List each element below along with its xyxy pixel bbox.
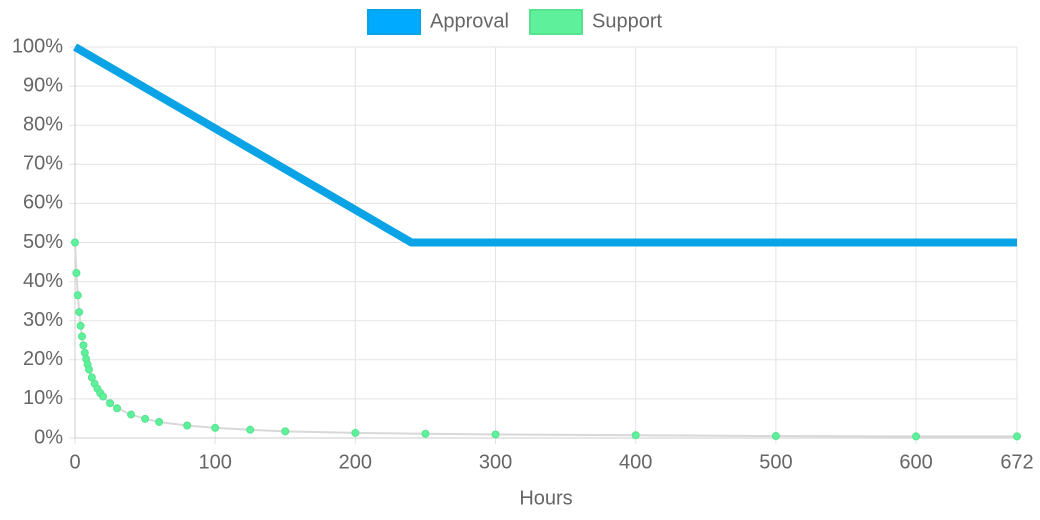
legend-label: Approval [430,10,509,32]
x-axis-title: Hours [519,487,572,509]
data-point [141,414,150,423]
data-point [73,291,82,300]
x-tick-label: 300 [479,451,512,473]
y-tick-label: 20% [23,348,63,370]
data-point [246,425,255,434]
series-line [72,43,1017,247]
x-tick-label: 100 [198,451,231,473]
data-point [631,431,640,440]
data-point [106,399,115,408]
y-tick-label: 10% [23,387,63,409]
y-tick-label: 70% [23,153,63,175]
data-point [72,268,81,277]
data-point [351,428,360,437]
series-line [74,242,1017,438]
data-point [771,432,780,441]
x-tick-label: 400 [619,451,652,473]
data-point [183,421,192,430]
legend-label: Support [592,10,662,32]
x-tick-label: 500 [759,451,792,473]
data-point [113,404,122,413]
y-tick-label: 90% [23,74,63,96]
y-tick-label: 0% [34,426,63,448]
y-tick-label: 50% [23,231,63,253]
y-tick-label: 60% [23,192,63,214]
y-tick-label: 100% [12,35,63,57]
data-point [155,417,164,426]
data-point [912,432,921,441]
data-point [99,392,108,401]
data-point [211,423,220,432]
data-point [75,308,84,317]
x-tick-label: 600 [899,451,932,473]
data-point [421,429,430,438]
data-point [76,321,85,330]
y-tick-label: 30% [23,309,63,331]
y-tick-label: 40% [23,270,63,292]
data-point [71,238,79,247]
data-point [79,341,88,350]
data-point [127,410,136,419]
x-tick-label: 0 [69,451,80,473]
data-point [281,427,290,436]
legend-swatch [367,9,421,35]
y-tick-label: 80% [23,113,63,135]
x-tick-label: 200 [339,451,372,473]
legend-swatch [529,9,583,35]
data-point [85,365,94,374]
x-tick-label: 672 [1000,451,1033,473]
data-point [78,332,87,341]
data-point [491,430,500,439]
data-point [1013,432,1021,441]
